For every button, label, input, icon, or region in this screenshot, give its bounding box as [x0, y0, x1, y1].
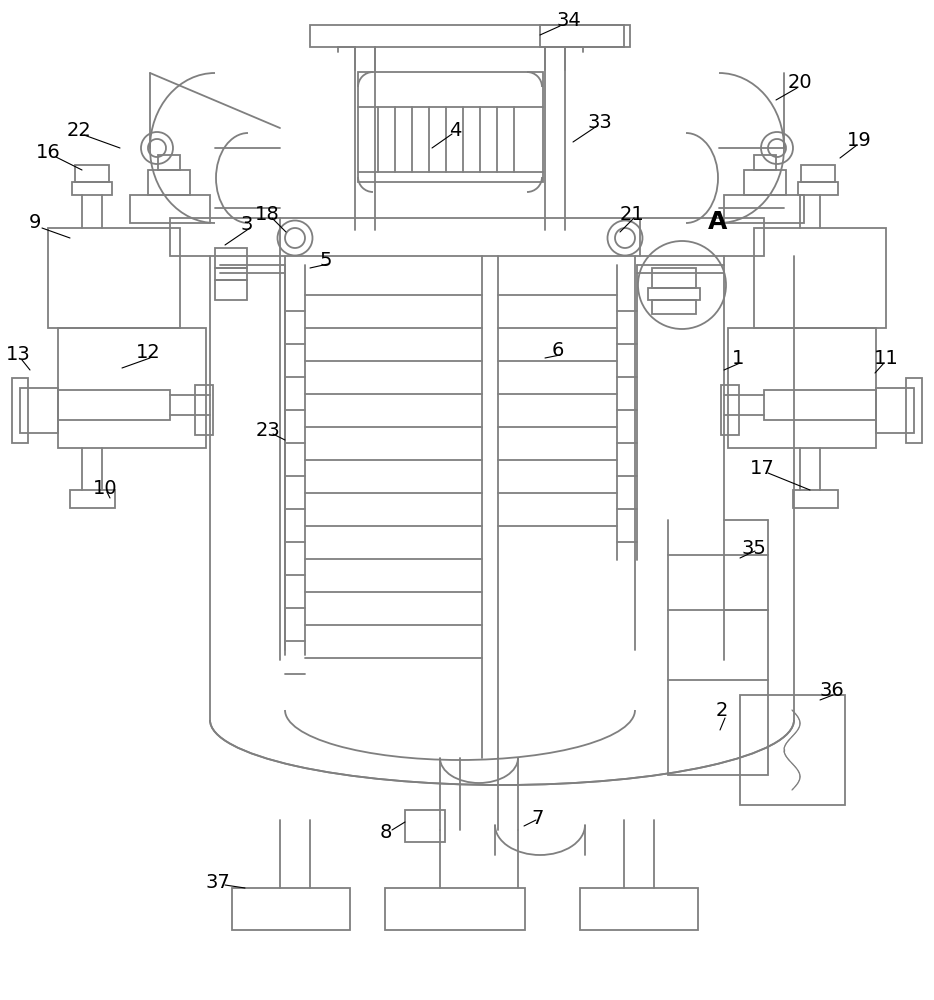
- Text: 10: 10: [92, 479, 118, 497]
- Bar: [728, 328, 876, 448]
- Text: A: A: [708, 210, 728, 234]
- Text: 21: 21: [619, 206, 644, 225]
- Bar: [648, 288, 700, 300]
- Bar: [652, 268, 696, 288]
- Text: 18: 18: [255, 206, 279, 225]
- Bar: [148, 170, 190, 195]
- Text: 12: 12: [135, 342, 161, 361]
- Text: 36: 36: [820, 680, 844, 700]
- Bar: [48, 228, 180, 328]
- Text: 3: 3: [241, 216, 253, 234]
- Bar: [721, 385, 739, 435]
- Bar: [158, 155, 180, 170]
- Text: 6: 6: [552, 340, 564, 360]
- Bar: [652, 300, 696, 314]
- Bar: [58, 390, 170, 420]
- Bar: [358, 72, 543, 182]
- Bar: [668, 680, 768, 775]
- Bar: [876, 388, 914, 433]
- Text: 8: 8: [380, 822, 392, 842]
- Text: 4: 4: [449, 120, 461, 139]
- Bar: [906, 378, 922, 443]
- Text: 20: 20: [787, 73, 813, 92]
- Text: 19: 19: [846, 130, 871, 149]
- Bar: [793, 490, 838, 508]
- Bar: [754, 228, 886, 328]
- Bar: [754, 155, 776, 170]
- Bar: [215, 280, 247, 300]
- Bar: [12, 378, 28, 443]
- Bar: [405, 810, 445, 842]
- Bar: [764, 390, 876, 420]
- Bar: [744, 170, 786, 195]
- Text: 23: 23: [256, 420, 280, 440]
- Text: 5: 5: [319, 250, 333, 269]
- Bar: [195, 385, 213, 435]
- Bar: [70, 490, 115, 508]
- Text: 9: 9: [29, 213, 41, 232]
- Bar: [20, 388, 58, 433]
- Text: 1: 1: [732, 349, 744, 367]
- Bar: [668, 555, 768, 610]
- Text: 34: 34: [557, 10, 581, 29]
- Text: 35: 35: [742, 538, 767, 558]
- Bar: [580, 888, 698, 930]
- Text: 11: 11: [873, 349, 899, 367]
- Bar: [385, 888, 525, 930]
- Text: 17: 17: [750, 458, 774, 478]
- Bar: [215, 248, 247, 268]
- Bar: [72, 182, 112, 195]
- Bar: [740, 695, 845, 805]
- Text: 37: 37: [205, 872, 231, 892]
- Bar: [232, 888, 350, 930]
- Text: 33: 33: [587, 113, 613, 132]
- Text: 7: 7: [531, 808, 545, 828]
- Bar: [58, 328, 206, 448]
- Text: 13: 13: [6, 346, 31, 364]
- Bar: [540, 25, 630, 47]
- Bar: [75, 165, 109, 182]
- Bar: [130, 195, 210, 223]
- Bar: [801, 165, 835, 182]
- Text: 16: 16: [35, 142, 61, 161]
- Bar: [724, 195, 804, 223]
- Text: 22: 22: [66, 120, 92, 139]
- Text: 2: 2: [715, 700, 729, 720]
- Bar: [310, 25, 624, 47]
- Bar: [170, 218, 764, 256]
- Bar: [215, 268, 247, 280]
- Bar: [798, 182, 838, 195]
